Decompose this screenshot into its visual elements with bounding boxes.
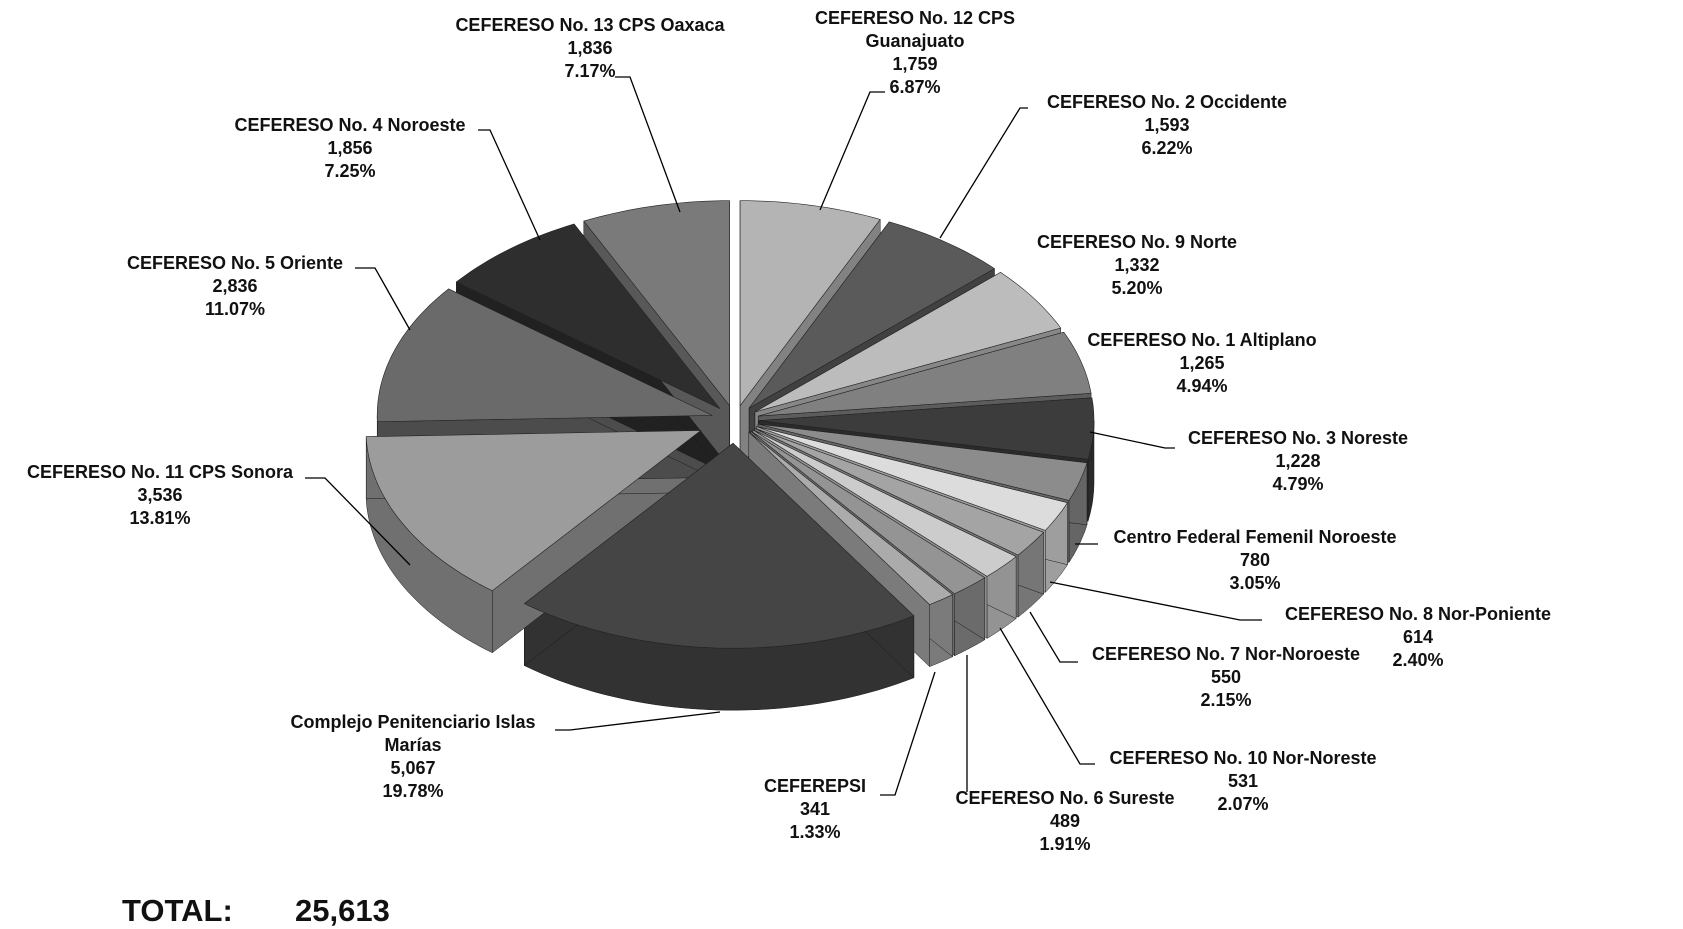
leader-line — [939, 107, 1028, 239]
percent-label: 6.22% — [1141, 138, 1193, 158]
category-label: Complejo Penitenciario Islas Marías — [290, 712, 536, 755]
slice — [523, 442, 915, 649]
value-label: 1,332 — [1114, 255, 1160, 275]
value-label: 3,536 — [137, 485, 183, 505]
category-label: CEFERESO No. 12 CPS Guanajuato — [814, 8, 1016, 51]
slice-label: CEFERESO No. 6 Sureste 489 1.91% — [925, 787, 1205, 856]
slice-label: CEFERESO No. 1 Altiplano 1,265 4.94% — [1052, 329, 1352, 398]
value-label: 1,265 — [1179, 353, 1225, 373]
percent-label: 2.07% — [1217, 794, 1269, 814]
total-label: TOTAL: — [122, 893, 233, 928]
slice-label: CEFERESO No. 8 Nor-Poniente 614 2.40% — [1258, 603, 1578, 672]
leader-line — [615, 76, 681, 213]
category-label: Centro Federal Femenil Noroeste — [1113, 527, 1397, 547]
percent-label: 19.78% — [382, 781, 444, 801]
percent-label: 2.15% — [1200, 690, 1252, 710]
value-label: 341 — [799, 799, 831, 819]
slice — [754, 272, 1062, 413]
percent-label: 13.81% — [129, 508, 191, 528]
percent-label: 11.07% — [204, 299, 266, 319]
value-label: 1,836 — [567, 38, 613, 58]
category-label: CEFERESO No. 3 Noreste — [1187, 428, 1409, 448]
slice-label: CEFERESO No. 12 CPS Guanajuato 1,759 6.87% — [790, 7, 1040, 99]
leader-line — [1049, 581, 1262, 621]
slice — [758, 397, 1095, 460]
slice — [756, 426, 1068, 531]
percent-label: 4.94% — [1176, 376, 1228, 396]
slice-label: CEFERESO No. 4 Noroeste 1,856 7.25% — [210, 114, 490, 183]
slice-label: CEFERESO No. 11 CPS Sonora 3,536 13.81% — [0, 461, 320, 530]
value-label: 1,593 — [1144, 115, 1190, 135]
value-label: 1,856 — [327, 138, 373, 158]
category-label: CEFEREPSI — [763, 776, 867, 796]
slice — [754, 428, 1045, 556]
slice-label: CEFERESO No. 9 Norte 1,332 5.20% — [1007, 231, 1267, 300]
leader-line — [880, 671, 936, 796]
percent-label: 1.33% — [789, 822, 841, 842]
slice-label: CEFERESO No. 13 CPS Oaxaca 1,836 7.17% — [430, 14, 750, 83]
category-label: CEFERESO No. 1 Altiplano — [1087, 330, 1317, 350]
value-label: 531 — [1227, 771, 1259, 791]
leader-line — [819, 91, 885, 211]
slice — [757, 423, 1088, 501]
percent-label: 6.87% — [889, 77, 941, 97]
percent-label: 1.91% — [1039, 834, 1091, 854]
value-label: 550 — [1210, 667, 1242, 687]
slice-label: CEFERESO No. 2 Occidente 1,593 6.22% — [1017, 91, 1317, 160]
slice — [758, 331, 1092, 417]
slice — [365, 430, 702, 592]
slice-label: CEFERESO No. 10 Nor-Noreste 531 2.07% — [1083, 747, 1403, 816]
slice — [376, 288, 713, 423]
value-label: 780 — [1239, 550, 1271, 570]
slice-label: CEFERESO No. 5 Oriente 2,836 11.07% — [95, 252, 375, 321]
category-label: CEFERESO No. 13 CPS Oaxaca — [455, 15, 725, 35]
value-label: 614 — [1402, 627, 1434, 647]
category-label: CEFERESO No. 11 CPS Sonora — [26, 462, 294, 482]
leader-line — [355, 267, 411, 331]
leader-line — [1029, 611, 1078, 663]
percent-label: 2.40% — [1392, 650, 1444, 670]
percent-label: 5.20% — [1111, 278, 1163, 298]
slice-label: CEFEREPSI 341 1.33% — [740, 775, 890, 844]
percent-label: 3.05% — [1229, 573, 1281, 593]
category-label: CEFERESO No. 9 Norte — [1036, 232, 1238, 252]
leader-line — [305, 477, 411, 566]
slice-label: Centro Federal Femenil Noroeste 780 3.05% — [1085, 526, 1425, 595]
leader-line — [478, 129, 541, 241]
slice — [752, 429, 1017, 577]
category-label: CEFERESO No. 7 Nor-Noroeste — [1091, 644, 1361, 664]
slice-label: CEFERESO No. 7 Nor-Noroeste 550 2.15% — [1066, 643, 1386, 712]
total-value: 25,613 — [295, 893, 390, 928]
category-label: CEFERESO No. 5 Oriente — [126, 253, 344, 273]
category-label: CEFERESO No. 6 Sureste — [955, 788, 1175, 808]
slice-label: Complejo Penitenciario Islas Marías 5,067… — [268, 711, 558, 803]
value-label: 1,759 — [892, 54, 938, 74]
percent-label: 4.79% — [1272, 474, 1324, 494]
percent-label: 7.25% — [324, 161, 376, 181]
slice — [748, 431, 954, 605]
value-label: 5,067 — [390, 758, 436, 778]
leader-line — [1089, 431, 1175, 449]
slice — [739, 200, 881, 407]
slice — [750, 430, 986, 595]
category-label: CEFERESO No. 8 Nor-Poniente — [1284, 604, 1552, 624]
slice — [455, 223, 721, 409]
value-label: 2,836 — [212, 276, 258, 296]
slice-label: CEFERESO No. 3 Noreste 1,228 4.79% — [1148, 427, 1448, 496]
percent-label: 7.17% — [564, 61, 616, 81]
category-label: CEFERESO No. 4 Noroeste — [234, 115, 466, 135]
slice — [748, 221, 996, 409]
value-label: 489 — [1049, 811, 1081, 831]
leader-line — [555, 711, 721, 731]
category-label: CEFERESO No. 2 Occidente — [1046, 92, 1288, 112]
leader-line — [999, 627, 1095, 765]
value-label: 1,228 — [1275, 451, 1321, 471]
category-label: CEFERESO No. 10 Nor-Noreste — [1109, 748, 1377, 768]
slice — [583, 200, 730, 407]
